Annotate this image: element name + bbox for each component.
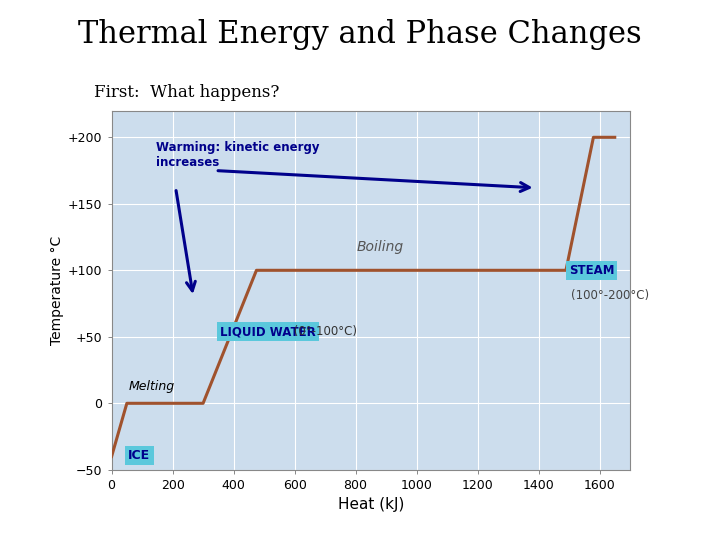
Text: Warming: kinetic energy
increases: Warming: kinetic energy increases <box>156 141 319 169</box>
Text: (100°-200°C): (100°-200°C) <box>570 289 649 302</box>
Text: Thermal Energy and Phase Changes: Thermal Energy and Phase Changes <box>78 19 642 50</box>
Text: Boiling: Boiling <box>356 240 403 254</box>
Text: LIQUID WATER: LIQUID WATER <box>220 325 315 338</box>
Text: (0°-100°C): (0°-100°C) <box>290 325 357 338</box>
Text: ICE: ICE <box>128 449 150 462</box>
Y-axis label: Temperature °C: Temperature °C <box>50 235 64 345</box>
Text: First:  What happens?: First: What happens? <box>94 84 279 100</box>
Text: Melting: Melting <box>129 380 175 393</box>
X-axis label: Heat (kJ): Heat (kJ) <box>338 497 404 512</box>
Text: STEAM: STEAM <box>569 264 614 277</box>
